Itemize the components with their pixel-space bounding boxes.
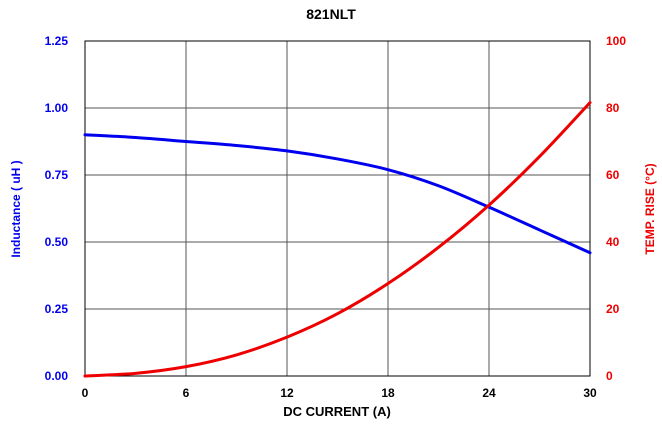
right-tick-label: 40 bbox=[606, 235, 620, 249]
right-tick-label: 20 bbox=[606, 302, 620, 316]
left-tick-label: 1.00 bbox=[45, 101, 69, 115]
series-group bbox=[83, 101, 592, 378]
inductance-line bbox=[83, 133, 592, 255]
x-tick-label: 30 bbox=[583, 386, 597, 400]
grid bbox=[85, 41, 590, 376]
x-tick-label: 12 bbox=[280, 386, 294, 400]
x-axis-ticks: 0 6 12 18 24 30 bbox=[82, 386, 597, 400]
right-tick-label: 0 bbox=[606, 369, 613, 383]
right-axis-ticks: 0 20 40 60 80 100 bbox=[606, 34, 626, 383]
left-tick-label: 1.25 bbox=[45, 34, 69, 48]
chart-title: 821NLT bbox=[306, 6, 356, 22]
x-tick-label: 18 bbox=[381, 386, 395, 400]
plot-frame bbox=[84, 40, 591, 377]
x-tick-label: 0 bbox=[82, 386, 89, 400]
x-axis-label: DC CURRENT (A) bbox=[283, 404, 391, 419]
right-tick-label: 100 bbox=[606, 34, 626, 48]
left-axis-label: Inductance ( uH ) bbox=[9, 160, 23, 257]
x-tick-label: 6 bbox=[183, 386, 190, 400]
right-tick-label: 60 bbox=[606, 168, 620, 182]
right-tick-label: 80 bbox=[606, 101, 620, 115]
left-tick-label: 0.00 bbox=[45, 369, 69, 383]
x-tick-label: 24 bbox=[482, 386, 496, 400]
left-tick-label: 0.25 bbox=[45, 302, 69, 316]
temp-rise-line bbox=[83, 101, 592, 378]
left-axis-ticks: 0.00 0.25 0.50 0.75 1.00 1.25 bbox=[45, 34, 69, 383]
left-tick-label: 0.75 bbox=[45, 168, 69, 182]
left-tick-label: 0.50 bbox=[45, 235, 69, 249]
right-axis-label: TEMP. RISE (°C) bbox=[643, 163, 657, 254]
